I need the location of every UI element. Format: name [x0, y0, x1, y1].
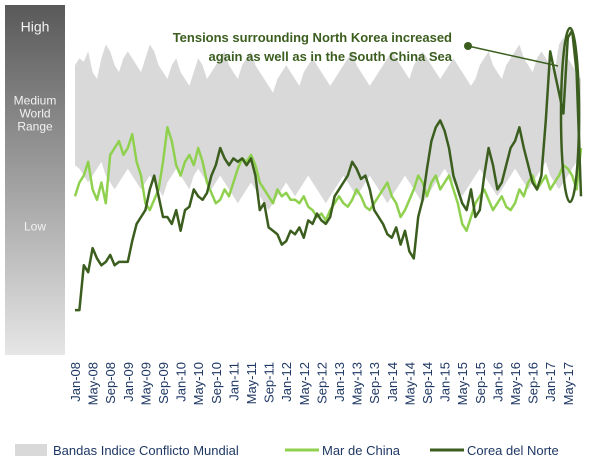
series-line	[73, 126, 583, 233]
x-tick-label: Jan-08	[68, 362, 83, 402]
x-tick-label: May-10	[191, 362, 206, 405]
x-tick-label: May-13	[350, 362, 365, 405]
x-tick-label: Sep-09	[156, 362, 171, 404]
x-tick-label: Jan-11	[226, 362, 241, 401]
legend-swatch	[15, 444, 47, 456]
x-tick-label: May-16	[508, 362, 523, 405]
x-tick-label: May-14	[402, 362, 417, 405]
x-tick-label: Jan-17	[543, 362, 558, 402]
highlight-ellipse	[559, 26, 581, 204]
x-tick-label: Jan-16	[490, 362, 505, 402]
x-tick-label: Jan-13	[332, 362, 347, 402]
x-tick-label: May-12	[297, 362, 312, 405]
legend-label: Mar de China	[322, 443, 401, 458]
y-tick-label: Medium World Range	[13, 93, 57, 133]
x-tick-label: Jan-15	[438, 362, 453, 402]
x-tick-label: Sep-13	[367, 362, 382, 404]
y-range-bar	[5, 5, 65, 355]
x-tick-label: Jan-10	[174, 362, 189, 402]
x-tick-label: Sep-08	[103, 362, 118, 404]
x-tick-label: Sep-15	[473, 362, 488, 404]
x-tick-label: Sep-12	[314, 362, 329, 404]
x-tick-label: Jan-14	[385, 362, 400, 402]
x-tick-label: Jan-12	[279, 362, 294, 402]
legend-label: Bandas Indice Conflicto Mundial	[53, 443, 239, 458]
series-line	[75, 29, 583, 312]
y-tick-label: High	[20, 18, 50, 35]
annotation-text: Tensions surrounding North Korea increas…	[173, 30, 452, 45]
x-tick-label: Sep-10	[209, 362, 224, 404]
x-tick-label: May-15	[455, 362, 470, 405]
x-tick-label: Jan-09	[121, 362, 136, 402]
x-tick-label: May-08	[86, 362, 101, 405]
x-tick-label: Sep-11	[262, 362, 277, 403]
y-tick-label: Low	[23, 219, 46, 234]
x-tick-label: May-17	[561, 362, 576, 405]
x-tick-label: May-11	[244, 362, 259, 404]
x-tick-label: Sep-16	[526, 362, 541, 404]
legend-label: Corea del Norte	[467, 443, 559, 458]
annotation-text: again as well as in the South China Sea	[209, 49, 453, 64]
annotation-arrow	[467, 45, 559, 67]
range-band	[75, 37, 581, 211]
x-tick-label: Sep-14	[420, 362, 435, 404]
x-tick-label: May-09	[138, 362, 153, 405]
